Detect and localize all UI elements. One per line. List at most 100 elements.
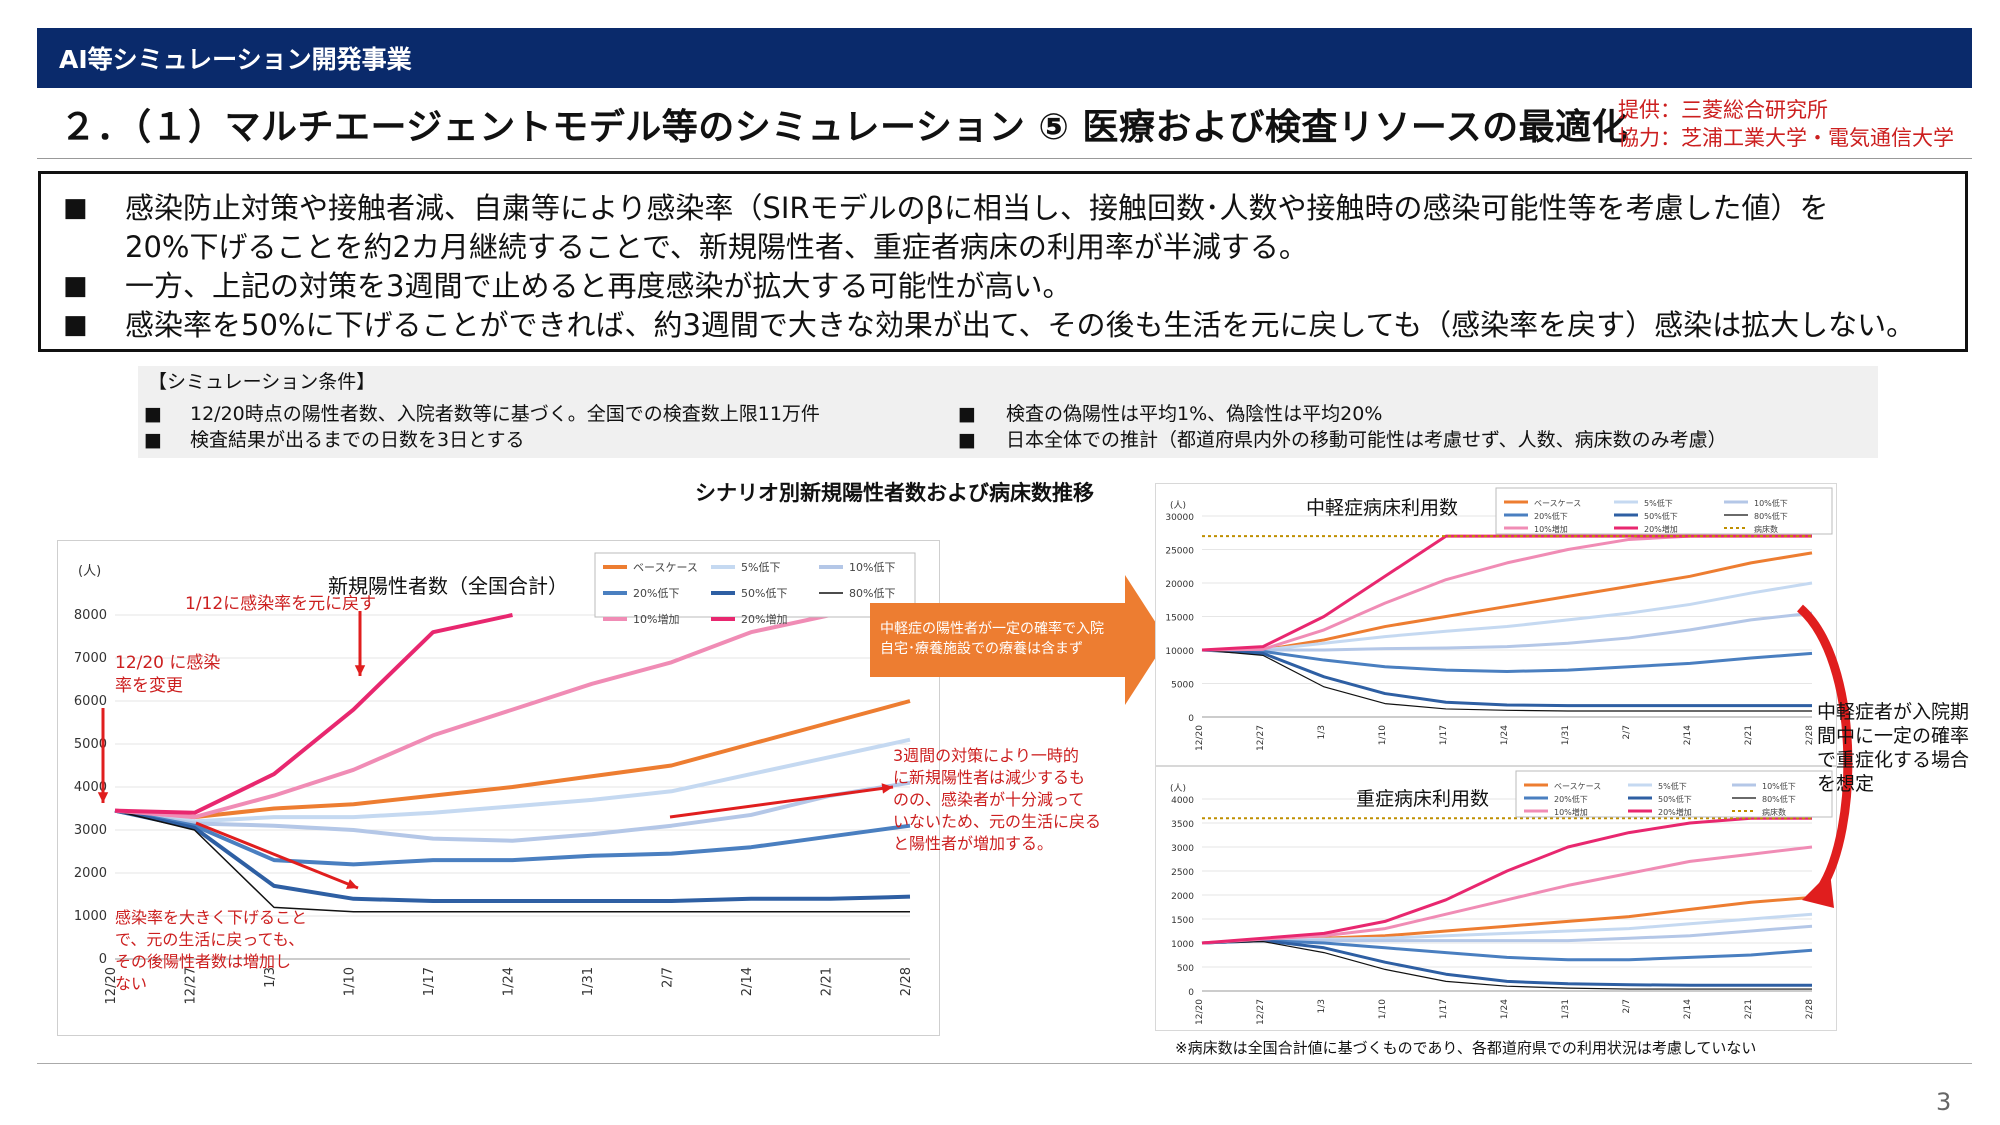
x-tick-label: 2/28	[1805, 999, 1815, 1019]
legend-label: 10%増加	[633, 613, 679, 626]
mild-bed-chart-svg: (人) 0 5000 10000 15000 20000 25000 30000 12/20 12…	[1165, 487, 1833, 751]
arrow-text-line1: 中軽症の陽性者が一定の確率で入院	[880, 620, 1104, 637]
legend-label: 50%低下	[741, 587, 787, 600]
y-tick-label: 500	[1177, 964, 1194, 974]
y-tick-label: 7000	[74, 651, 107, 666]
x-tick-label: 1/3	[1317, 999, 1327, 1013]
series-line	[114, 613, 831, 820]
x-tick-label: 2/21	[820, 967, 835, 996]
chart-title: 重症病床利用数	[1356, 788, 1489, 810]
annotation-3week-3: のの、感染者が十分減って	[893, 790, 1085, 809]
y-tick-label: 3500	[1171, 820, 1194, 830]
x-tick-label: 2/21	[1744, 999, 1754, 1019]
x-tick-label: 12/27	[184, 967, 199, 1004]
condition-4: 日本全体での推計（都道府県内外の移動可能性は考慮せず、人数、病床数のみ考慮）	[1006, 429, 1727, 451]
legend-label: 5%低下	[741, 561, 780, 574]
annotation-arrow-line	[669, 785, 894, 819]
severity-note-3: で重症化する場合	[1817, 749, 1970, 771]
severity-note-2: 間中に一定の確率	[1817, 725, 1970, 747]
x-tick-label: 2/7	[661, 967, 676, 988]
legend-label: 10%低下	[849, 561, 895, 574]
series-line	[1201, 648, 1813, 673]
legend-label: 10%低下	[1762, 781, 1796, 791]
summary-bullet-3: 感染率を50%に下げることができれば、約3週間で大きな効果が出て、その後も生活を…	[125, 308, 1916, 342]
annotation-arrow-head	[881, 783, 893, 794]
provider-line: 提供：三菱総合研究所	[1618, 98, 1828, 122]
legend-label: 病床数	[1762, 807, 1786, 817]
series-line	[1201, 648, 1812, 708]
legend-box	[1515, 770, 1833, 818]
legend-label: 10%低下	[1754, 498, 1788, 508]
y-tick-label: 30000	[1165, 513, 1194, 523]
x-tick-label: 2/28	[899, 967, 914, 996]
header-bar: AI等シミュレーション開発事業	[37, 28, 1972, 88]
series-line	[1202, 551, 1813, 652]
annotation-bigdrop-4: ない	[115, 974, 148, 993]
series-line	[1201, 940, 1812, 990]
series-line	[114, 808, 911, 867]
series-line	[1201, 924, 1813, 945]
y-axis-label: (人)	[1170, 783, 1186, 794]
legend-label: 5%低下	[1644, 498, 1673, 508]
bullet-marker: ■	[63, 271, 88, 301]
cooperation-line: 協力：芝浦工業大学・電気通信大学	[1618, 126, 1954, 150]
series-line	[1201, 845, 1813, 945]
bullet-marker: ■	[63, 310, 88, 340]
series-line	[114, 808, 911, 903]
bullet-marker: ■	[958, 403, 976, 425]
x-tick-label: 1/31	[1561, 725, 1571, 745]
y-tick-label: 15000	[1165, 614, 1194, 624]
legend-label: 5%低下	[1658, 781, 1687, 791]
y-tick-label: 0	[1188, 988, 1194, 998]
series-line	[1201, 534, 1691, 652]
page-title: ２．（１）マルチエージェントモデル等のシミュレーション ⑤ 医療および検査リソー…	[60, 107, 1629, 148]
title-divider	[37, 158, 1972, 159]
y-tick-label: 1000	[74, 909, 107, 924]
annotation-change-line2: 率を変更	[115, 676, 183, 696]
legend-label: 20%増加	[741, 613, 787, 626]
legend-label: 80%低下	[849, 587, 895, 600]
x-tick-label: 2/7	[1622, 725, 1632, 739]
y-axis-label: (人)	[78, 564, 101, 579]
legend-box	[1495, 487, 1833, 535]
severe-bed-chart: (人) 0 500 1000 1500 2000 2500 3000 3500 4000 12/20…	[1155, 766, 1837, 1031]
condition-1: 12/20時点の陽性者数、入院者数等に基づく。全国での検査数上限11万件	[190, 403, 820, 425]
annotation-3week-4: いないため、元の生活に戻る	[893, 812, 1102, 831]
summary-box: ■ 感染防止対策や接触者減、自粛等により感染率（SIRモデルのβに相当し、接触回…	[38, 171, 1968, 352]
bullet-marker: ■	[144, 429, 162, 451]
bullet-marker: ■	[958, 429, 976, 451]
legend-label: 20%増加	[1644, 524, 1678, 534]
new-positive-chart-svg: (人) 0 1000 2000 3000 4000 5000 6000 7000 8000 12/2…	[74, 552, 916, 1004]
curve-head	[1802, 872, 1834, 908]
x-tick-label: 1/17	[422, 967, 437, 996]
x-tick-label: 1/10	[1378, 725, 1388, 745]
legend-label: ベースケース	[1534, 499, 1581, 508]
arrow-text-line2: 自宅･療養施設での療養は含まず	[880, 640, 1083, 657]
summary-bullet-1-line1: 感染防止対策や接触者減、自粛等により感染率（SIRモデルのβに相当し、接触回数･…	[125, 191, 1829, 225]
annotation-change-line1: 12/20 に感染	[115, 653, 221, 673]
x-tick-label: 2/14	[740, 967, 755, 996]
x-tick-label: 1/3	[263, 967, 278, 988]
provider-credit: 提供：三菱総合研究所 協力：芝浦工業大学・電気通信大学	[1618, 96, 1954, 152]
legend-label: 10%増加	[1534, 524, 1568, 534]
severity-note-4: を想定	[1817, 773, 1875, 795]
legend-label: 10%増加	[1554, 807, 1588, 817]
annotation-arrow-head	[97, 792, 109, 803]
header-label: AI等シミュレーション開発事業	[59, 45, 412, 74]
chart-title: 新規陽性者数（全国合計）	[328, 574, 568, 598]
summary-bullet-1-line2: 20%下げることを約2カ月継続することで、新規陽性者、重症者病床の利用率が半減す…	[125, 230, 1308, 264]
y-tick-label: 6000	[74, 694, 107, 709]
x-tick-label: 12/20	[1195, 999, 1205, 1025]
y-tick-label: 5000	[1171, 681, 1194, 691]
annotation-bigdrop-3: その後陽性者数は増加し	[115, 952, 292, 971]
y-tick-label: 3000	[74, 823, 107, 838]
y-tick-label: 4000	[1171, 796, 1194, 806]
y-tick-label: 10000	[1165, 647, 1194, 657]
footer-divider	[37, 1063, 1972, 1064]
legend-label: 20%低下	[633, 587, 679, 600]
y-tick-label: 8000	[74, 608, 107, 623]
y-tick-label: 3000	[1171, 844, 1194, 854]
curve-body	[1796, 604, 1853, 893]
arrow-shape	[870, 575, 1167, 705]
legend-label: 80%低下	[1762, 794, 1796, 804]
